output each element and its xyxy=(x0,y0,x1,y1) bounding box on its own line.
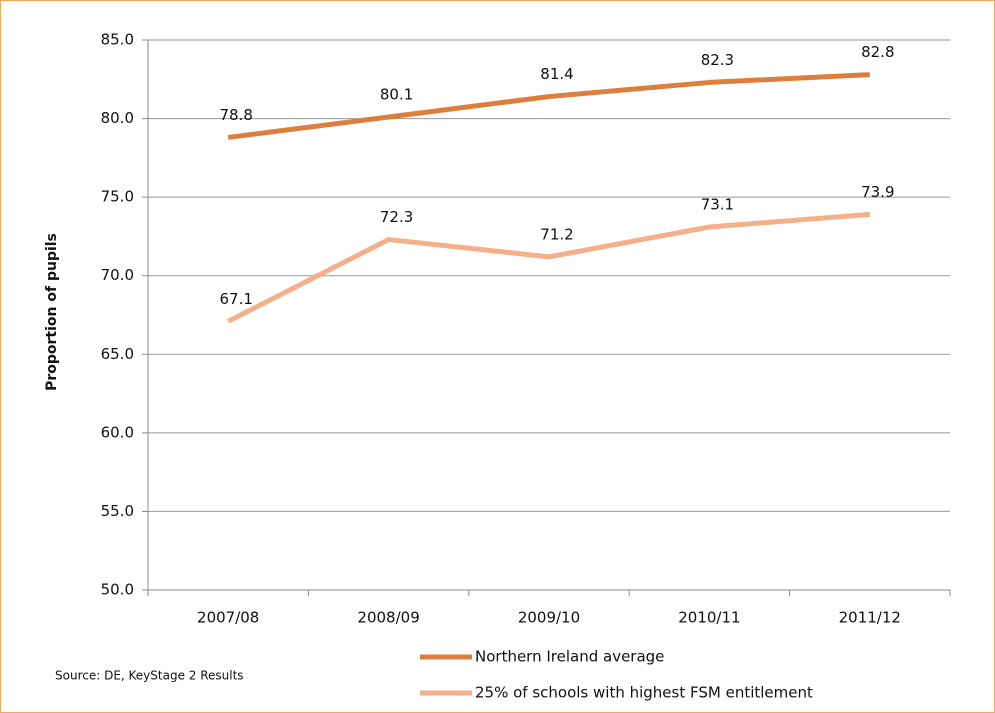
data-label: 67.1 xyxy=(219,290,252,308)
x-tick-label: 2011/12 xyxy=(839,609,901,627)
data-label: 73.1 xyxy=(701,196,734,214)
series-line xyxy=(227,211,870,324)
y-tick-label: 85.0 xyxy=(101,31,134,49)
legend-label: Northern Ireland average xyxy=(475,648,664,666)
x-tick-label: 2010/11 xyxy=(678,609,740,627)
data-label: 72.3 xyxy=(380,208,413,226)
x-tick-label: 2008/09 xyxy=(357,609,419,627)
legend-label: 25% of schools with highest FSM entitlem… xyxy=(475,684,813,702)
data-label: 81.4 xyxy=(540,65,573,83)
data-label: 82.3 xyxy=(701,51,734,69)
y-tick-label: 65.0 xyxy=(101,345,134,363)
y-tick-label: 75.0 xyxy=(101,188,134,206)
y-tick-label: 60.0 xyxy=(101,423,134,441)
x-tick-label: 2007/08 xyxy=(197,609,259,627)
y-tick-label: 50.0 xyxy=(101,581,134,599)
data-label: 71.2 xyxy=(540,225,573,243)
y-tick-label: 70.0 xyxy=(101,266,134,284)
y-axis-title: Proportion of pupils xyxy=(44,233,60,391)
data-label: 78.8 xyxy=(219,106,252,124)
data-label: 80.1 xyxy=(380,86,413,104)
series-line xyxy=(227,72,870,140)
source-note: Source: DE, KeyStage 2 Results xyxy=(55,669,244,683)
data-label: 73.9 xyxy=(861,183,894,201)
x-tick-label: 2009/10 xyxy=(518,609,580,627)
y-tick-label: 80.0 xyxy=(101,109,134,127)
data-label: 82.8 xyxy=(861,43,894,61)
y-tick-label: 55.0 xyxy=(101,502,134,520)
